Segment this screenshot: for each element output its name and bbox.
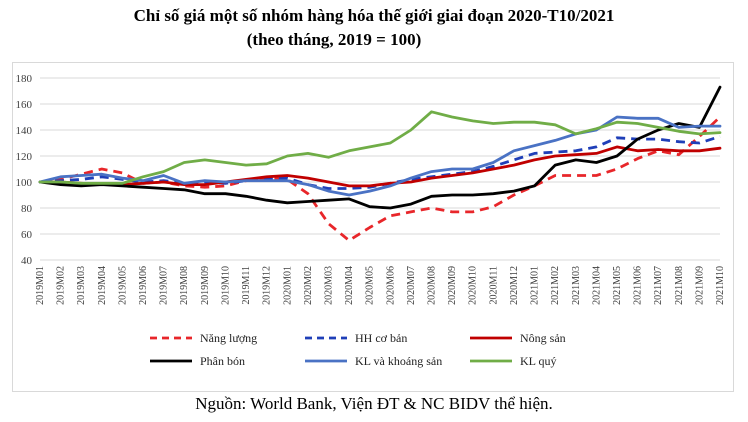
x-tick-label: 2021M07 [653,266,664,305]
x-tick-label: 2019M01 [35,266,46,305]
x-tick-label: 2020M07 [406,266,417,305]
series-line [38,85,722,210]
y-axis-ticks: 40 60 80 100 120 140 160 180 [16,73,33,267]
x-tick-label: 2021M09 [694,266,705,305]
x-tick-label: 2020M03 [323,266,334,305]
x-tick-label: 2020M05 [365,266,376,305]
legend-label: KL quý [520,354,557,368]
y-tick-label: 60 [21,229,33,241]
y-tick-label: 80 [21,203,33,215]
x-tick-label: 2019M09 [200,266,211,305]
series-line [39,115,721,242]
series-line [38,145,722,188]
series-line [38,110,722,185]
x-tick-label: 2019M08 [179,266,190,305]
x-tick-label: 2019M06 [138,266,149,305]
x-tick-label: 2020M06 [385,266,396,305]
x-tick-label: 2021M05 [612,266,623,305]
source-note: Nguồn: World Bank, Viện ĐT & NC BIDV thể… [195,394,553,413]
legend-label: Phân bón [200,354,245,368]
x-tick-label: 2020M01 [282,266,293,305]
y-tick-label: 100 [16,177,33,189]
x-tick-label: 2021M10 [715,266,726,305]
x-tick-label: 2021M04 [591,266,602,305]
y-tick-label: 120 [16,151,33,163]
x-tick-label: 2019M07 [159,266,170,305]
x-tick-label: 2020M11 [488,266,499,305]
x-tick-label: 2020M02 [303,266,314,305]
x-tick-label: 2021M02 [550,266,561,305]
legend: Năng lượng HH cơ bản Nông sản Phân bón KL và… [150,331,566,368]
chart-frame [12,62,734,392]
legend-label: Năng lượng [200,331,257,345]
x-tick-label: 2020M12 [509,266,520,305]
x-tick-label: 2019M03 [76,266,87,305]
x-tick-label: 2019M12 [262,266,273,305]
x-tick-label: 2021M01 [530,266,541,305]
y-tick-label: 160 [16,99,33,111]
x-tick-label: 2019M11 [241,266,252,305]
x-tick-label: 2020M08 [427,266,438,305]
x-tick-label: 2019M10 [220,266,231,305]
y-tick-label: 40 [21,255,33,267]
chart-subtitle: (theo tháng, 2019 = 100) [246,30,422,49]
y-tick-label: 140 [16,125,33,137]
legend-label: KL và khoáng sản [355,354,442,368]
chart-title: Chỉ số giá một số nhóm hàng hóa thế giới… [133,6,615,25]
y-tick-label: 180 [16,73,33,85]
x-tick-label: 2019M05 [117,266,128,305]
x-tick-label: 2021M08 [674,266,685,305]
x-axis-ticks: 2019M01 2019M02 2019M03 2019M04 2019M05 2019M… [35,266,726,305]
x-tick-label: 2019M04 [97,266,108,305]
legend-label: Nông sản [520,331,566,345]
x-tick-label: 2021M03 [571,266,582,305]
x-tick-label: 2019M02 [56,266,67,305]
x-tick-label: 2020M04 [344,266,355,305]
series-lines [38,85,722,242]
x-tick-label: 2020M09 [447,266,458,305]
legend-label: HH cơ bản [355,331,407,345]
grid-lines [40,77,720,261]
x-tick-label: 2021M06 [633,266,644,305]
x-tick-label: 2020M10 [468,266,479,305]
series-line [38,115,722,197]
